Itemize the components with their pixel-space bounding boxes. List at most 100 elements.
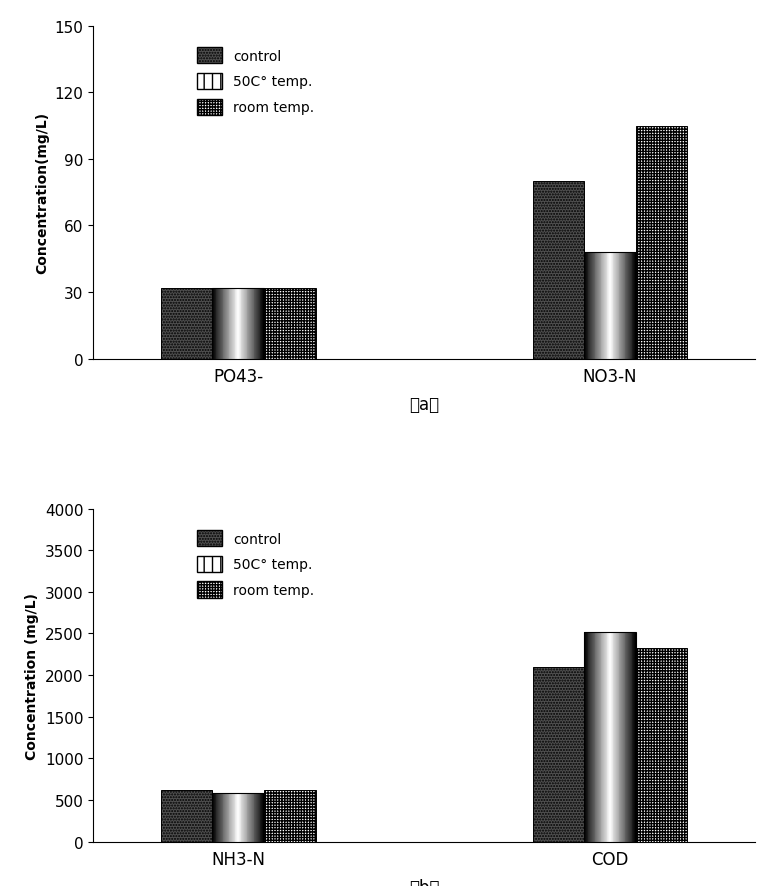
Legend: control, 50C° temp., room temp.: control, 50C° temp., room temp. [186,37,326,127]
Bar [245,794,246,842]
Bar [632,632,633,842]
Bar [244,794,245,842]
Bar [635,253,636,360]
Bar [591,632,592,842]
Bar [227,794,228,842]
Bar [216,794,217,842]
Bar [593,253,594,360]
Bar [160,288,212,360]
Bar [602,253,603,360]
Bar [600,632,601,842]
Bar [229,288,230,360]
Bar [250,288,251,360]
Bar [619,253,620,360]
Bar [620,632,621,842]
Bar [237,288,238,360]
Bar [261,288,262,360]
Bar [629,632,630,842]
Bar [254,288,255,360]
Bar [212,288,264,360]
Bar [222,794,223,842]
Bar [246,794,247,842]
Bar [592,253,593,360]
Bar [584,253,585,360]
Bar [593,632,594,842]
Bar [609,253,610,360]
Bar [597,253,598,360]
Bar [255,794,256,842]
Bar [258,288,260,360]
Bar [262,794,263,842]
Bar [611,632,612,842]
Bar [263,288,264,360]
Bar [248,794,249,842]
Bar [587,632,588,842]
Bar [627,253,628,360]
Bar [257,794,258,842]
Bar [624,632,625,842]
Bar [249,794,250,842]
Bar [223,288,224,360]
Bar [244,288,245,360]
Bar [258,794,260,842]
Bar [606,253,607,360]
Bar [212,794,213,842]
Bar [604,253,605,360]
Bar [584,632,636,842]
Bar [225,794,226,842]
Bar [253,288,254,360]
Bar [250,794,251,842]
Bar [260,288,261,360]
Bar [634,632,635,842]
Bar [605,253,606,360]
Text: （b）: （b） [408,878,440,886]
Bar [600,253,601,360]
Bar [215,794,216,842]
Bar [221,288,222,360]
Bar [212,794,264,842]
Bar [631,253,632,360]
Bar [220,794,221,842]
Bar [611,253,612,360]
Bar [262,288,263,360]
Bar [233,794,235,842]
Bar [628,632,629,842]
Bar [222,288,223,360]
Bar [624,253,625,360]
Bar [236,794,237,842]
Bar [610,632,611,842]
Bar [603,253,604,360]
Bar [587,253,588,360]
Bar [245,288,246,360]
Bar [239,288,240,360]
Bar [599,253,600,360]
Bar [617,632,618,842]
Bar [221,794,222,842]
Bar [606,632,607,842]
Bar [596,253,597,360]
Bar [616,253,617,360]
Bar [217,288,218,360]
Bar [585,253,586,360]
Bar [613,632,615,842]
Bar [625,632,626,842]
Bar [215,288,216,360]
Bar [618,253,619,360]
Bar [623,632,624,842]
Bar [238,794,239,842]
Bar [584,253,636,360]
Bar [214,794,215,842]
Bar [599,632,600,842]
Bar [256,794,257,842]
Bar [607,253,608,360]
Bar [238,288,239,360]
Bar [584,632,585,842]
Bar [633,253,634,360]
Bar [213,288,214,360]
Bar [228,794,229,842]
Bar [236,288,237,360]
Bar [252,288,253,360]
Bar [232,794,233,842]
Bar [223,794,224,842]
Y-axis label: Concentration(mg/L): Concentration(mg/L) [35,112,49,274]
